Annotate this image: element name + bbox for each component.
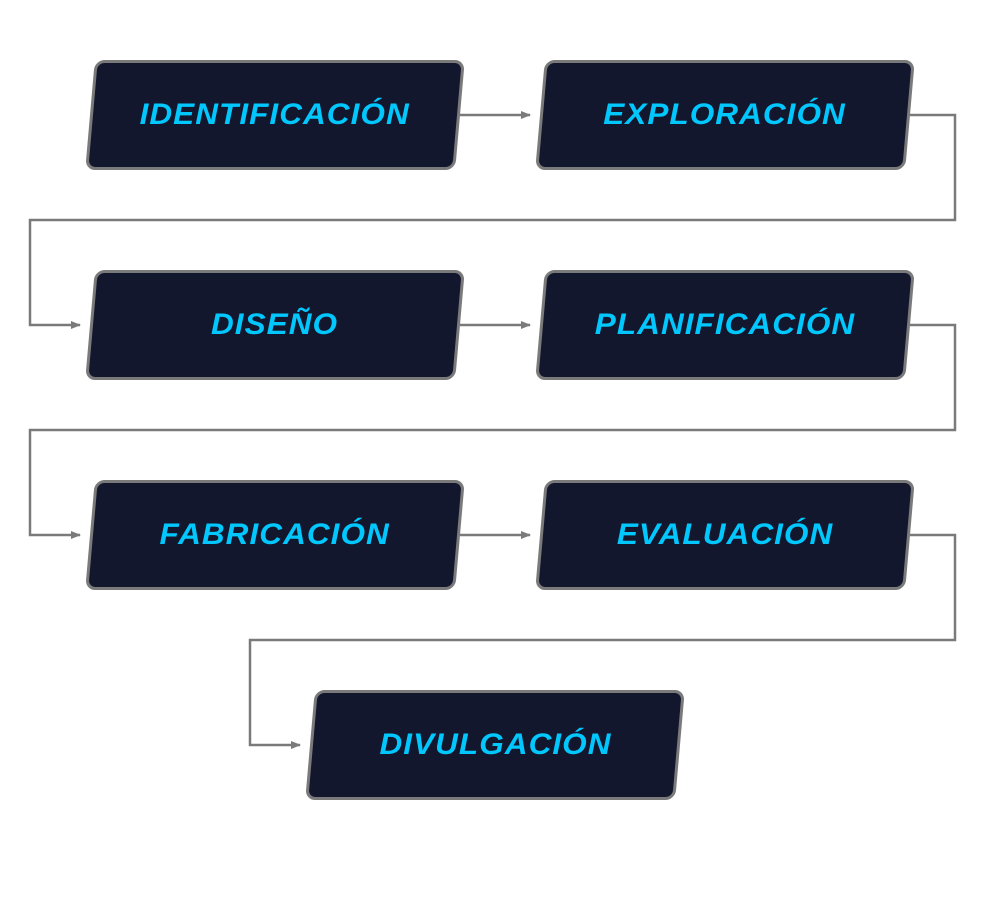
node-divulgacion: DIVULGACIÓN — [305, 690, 685, 800]
node-label: PLANIFICACIÓN — [595, 308, 855, 342]
node-planificacion: PLANIFICACIÓN — [535, 270, 915, 380]
flowchart-canvas: IDENTIFICACIÓN EXPLORACIÓN DISEÑO PLANIFICA… — [0, 0, 1000, 900]
node-fabricacion: FABRICACIÓN — [85, 480, 465, 590]
node-label: DISEÑO — [211, 308, 338, 342]
node-exploracion: EXPLORACIÓN — [535, 60, 915, 170]
node-label: EXPLORACIÓN — [604, 98, 847, 132]
node-evaluacion: EVALUACIÓN — [535, 480, 915, 590]
node-label: IDENTIFICACIÓN — [140, 98, 410, 132]
node-identificacion: IDENTIFICACIÓN — [85, 60, 465, 170]
node-label: EVALUACIÓN — [617, 518, 833, 552]
node-label: DIVULGACIÓN — [379, 728, 611, 762]
node-diseno: DISEÑO — [85, 270, 465, 380]
node-label: FABRICACIÓN — [160, 518, 390, 552]
